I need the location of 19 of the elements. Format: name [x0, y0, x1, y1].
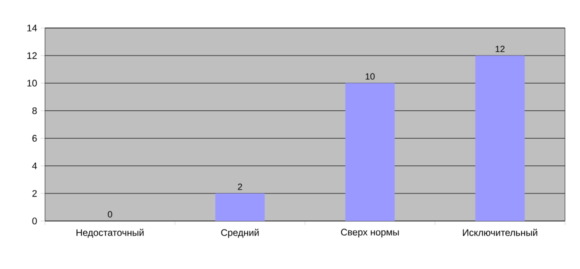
- y-tick-label: 12: [27, 52, 37, 59]
- y-tick-label: 10: [27, 80, 37, 87]
- y-tick-label: 6: [32, 134, 37, 142]
- data-label: 0: [108, 211, 112, 218]
- x-tick-label: Средний: [221, 228, 259, 238]
- bar: [215, 193, 265, 221]
- data-label: 10: [366, 73, 375, 80]
- bar: [475, 56, 525, 221]
- x-tick-label: Сверх нормы: [341, 228, 399, 238]
- x-tick-label: Недостаточный: [76, 228, 144, 238]
- x-tick-label: Исключительный: [462, 228, 538, 236]
- bar: [345, 83, 395, 221]
- y-tick-label: 0: [32, 218, 37, 224]
- y-tick-label: 4: [32, 162, 37, 170]
- data-label: 12: [496, 46, 505, 52]
- y-tick-label: 2: [32, 190, 37, 197]
- y-tick-label: 8: [32, 107, 37, 114]
- data-label: 2: [238, 184, 242, 190]
- y-tick-label: 14: [27, 24, 37, 32]
